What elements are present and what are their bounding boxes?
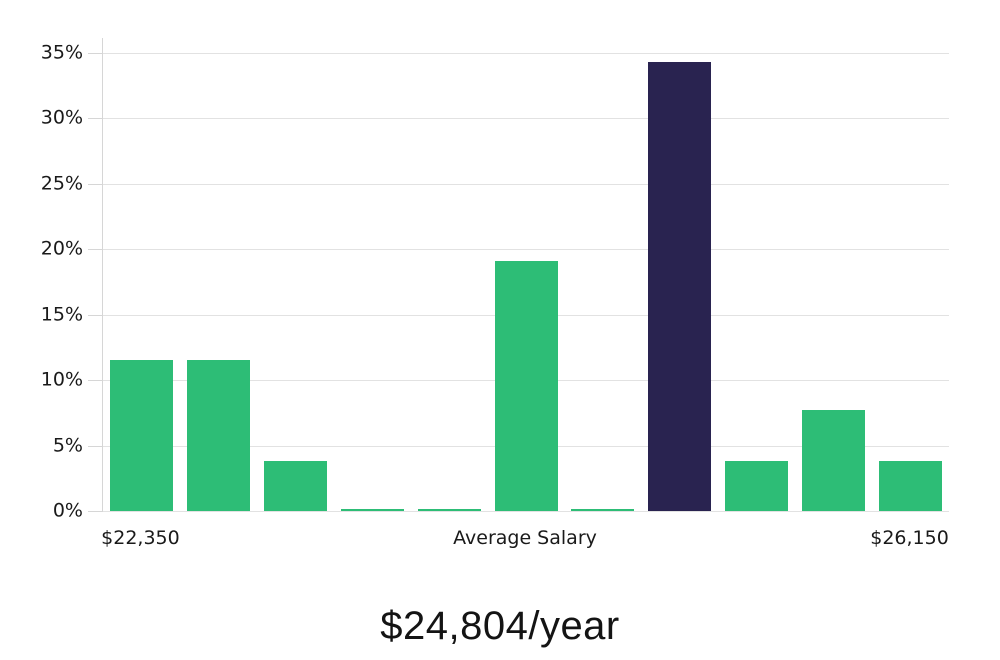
- histogram-bar: [494, 261, 558, 511]
- x-axis-label: $26,150: [870, 527, 949, 549]
- x-axis-label: $22,350: [101, 527, 180, 549]
- x-axis-label: Average Salary: [453, 527, 597, 549]
- y-axis-tick: [88, 52, 103, 54]
- y-axis-label: 5%: [52, 434, 83, 456]
- y-axis-label: 35%: [40, 41, 83, 63]
- gridline: [103, 118, 949, 119]
- y-axis-tick: [88, 380, 103, 381]
- histogram-bar: [802, 410, 866, 511]
- histogram-bar: [725, 461, 789, 511]
- gridline: [103, 511, 949, 512]
- gridline: [103, 249, 949, 250]
- histogram-bar: [109, 360, 173, 511]
- histogram-bar: [417, 509, 481, 511]
- y-axis-label: 10%: [40, 368, 83, 391]
- y-axis-label: 20%: [40, 237, 83, 260]
- y-axis-tick: [88, 511, 103, 512]
- y-axis-label: 15%: [40, 303, 83, 325]
- average-salary-title: $24,804/year: [380, 604, 620, 648]
- y-axis-tick: [88, 249, 103, 250]
- histogram-bar: [571, 509, 635, 511]
- gridline: [103, 183, 949, 185]
- gridline: [103, 52, 949, 54]
- histogram-bar: [186, 360, 250, 511]
- y-axis-tick: [88, 183, 103, 185]
- x-axis-labels: $22,350 Average Salary $26,150: [101, 527, 949, 555]
- y-axis-tick: [88, 118, 103, 119]
- y-axis-label: 30%: [40, 106, 83, 129]
- histogram-bar: [879, 461, 943, 511]
- histogram-bar: [340, 509, 404, 511]
- y-axis-label: 25%: [40, 172, 83, 194]
- y-axis-tick: [88, 445, 103, 447]
- y-axis-tick: [88, 314, 103, 316]
- plot-area: 0% 5% 10% 15% 20% 25% 30% 35%: [41, 38, 949, 520]
- histogram-bar-highlighted: [648, 61, 712, 511]
- y-axis-label: 0%: [52, 499, 83, 522]
- histogram-bar: [263, 461, 327, 511]
